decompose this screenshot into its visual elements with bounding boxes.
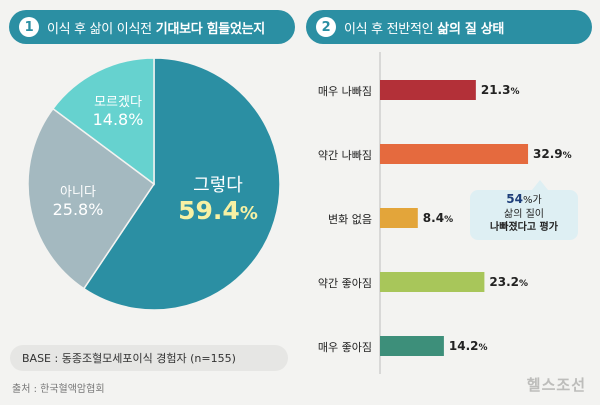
pie-slice-yes	[82, 57, 281, 311]
pie-section-title: 이식 후 삶이 이식전	[47, 21, 152, 37]
pie-slice-unknown	[51, 57, 155, 186]
pie-label-no-value: 25.8%	[52, 199, 104, 219]
bar-good	[380, 272, 485, 292]
pie-label-yes-value-wrap: 59.4%	[168, 195, 268, 226]
bar-category-label: 매우 좋아짐	[317, 341, 372, 354]
bar-value-number: 32.9	[533, 147, 563, 161]
bar-value-label: 32.9%	[533, 147, 572, 161]
bar-value-unit: %	[519, 279, 529, 289]
bar-very-good	[380, 336, 444, 356]
bar-category-label: 매우 나빠짐	[317, 85, 372, 98]
pie-label-yes-pct: %	[239, 202, 258, 224]
bar-section-header: 2 이식 후 전반적인 삶의 질 상태	[306, 10, 592, 44]
bar-chart	[379, 52, 529, 374]
bar-value-unit: %	[478, 343, 488, 353]
callout-number: 54	[506, 192, 523, 206]
pie-label-no-name: 아니다	[60, 185, 96, 200]
brand-logo: 헬스조선	[526, 376, 586, 394]
bar-value-label: 23.2%	[489, 275, 528, 289]
bar-category-label: 약간 좋아짐	[317, 277, 372, 290]
pie-label-yes-name: 그렇다	[193, 175, 243, 196]
pie-section-title-bold: 기대보다 힘들었는지	[155, 21, 265, 37]
pie-label-unknown: 모르겠다 14.8%	[80, 95, 156, 129]
bar-category-label: 변화 없음	[328, 213, 372, 226]
bar-value-unit: %	[562, 151, 572, 161]
base-note: BASE : 동종조혈모세포이식 경험자 (n=155)	[10, 345, 288, 371]
bar-neutral	[380, 208, 418, 228]
callout-line2: 삶의 질이	[504, 208, 544, 220]
base-note-text: BASE : 동종조혈모세포이식 경험자 (n=155)	[22, 352, 236, 365]
bar-value-unit: %	[444, 215, 454, 225]
callout-line3: 나빠졌다고 평가	[490, 221, 558, 233]
bar-chart-area: 매우 나빠짐 21.3% 약간 나빠짐 32.9% 변화 없음 8.4% 약간 좋아짐 23.…	[300, 52, 600, 374]
bar-value-label: 8.4%	[423, 211, 453, 225]
bar-value-label: 21.3%	[481, 83, 520, 97]
bar-value-unit: %	[510, 87, 520, 97]
bar-category-label: 약간 나빠짐	[317, 149, 372, 162]
pie-slice-no	[27, 107, 156, 290]
callout-line1: 54%가	[470, 192, 578, 208]
section-number-badge: 1	[19, 17, 39, 37]
bar-section-title-bold: 삶의 질 상태	[437, 21, 505, 37]
pie-section-header: 1 이식 후 삶이 이식전 기대보다 힘들었는지	[9, 10, 295, 44]
callout-pct: %가	[523, 195, 542, 206]
bar-value-label: 14.2%	[449, 339, 488, 353]
pie-label-unknown-name: 모르겠다	[94, 95, 142, 110]
bar-value-number: 8.4	[422, 211, 445, 225]
pie-label-yes-value: 59.4	[178, 195, 240, 225]
bar-value-number: 23.2	[489, 275, 519, 289]
pie-chart	[27, 57, 281, 311]
bar-very-bad	[380, 80, 476, 100]
callout-bubble: 54%가 삶의 질이 나빠졌다고 평가	[470, 180, 578, 240]
bar-section-title: 이식 후 전반적인	[344, 21, 434, 37]
pie-label-unknown-value: 14.8%	[92, 109, 144, 129]
source-note: 출처 : 한국혈액암협회	[12, 384, 105, 395]
bar-value-number: 21.3	[480, 83, 511, 97]
bar-bad	[380, 144, 529, 164]
pie-label-yes: 그렇다 59.4%	[168, 175, 268, 226]
section-number-badge: 2	[316, 17, 336, 37]
bar-value-number: 14.2	[448, 339, 479, 353]
pie-label-no: 아니다 25.8%	[40, 185, 116, 219]
